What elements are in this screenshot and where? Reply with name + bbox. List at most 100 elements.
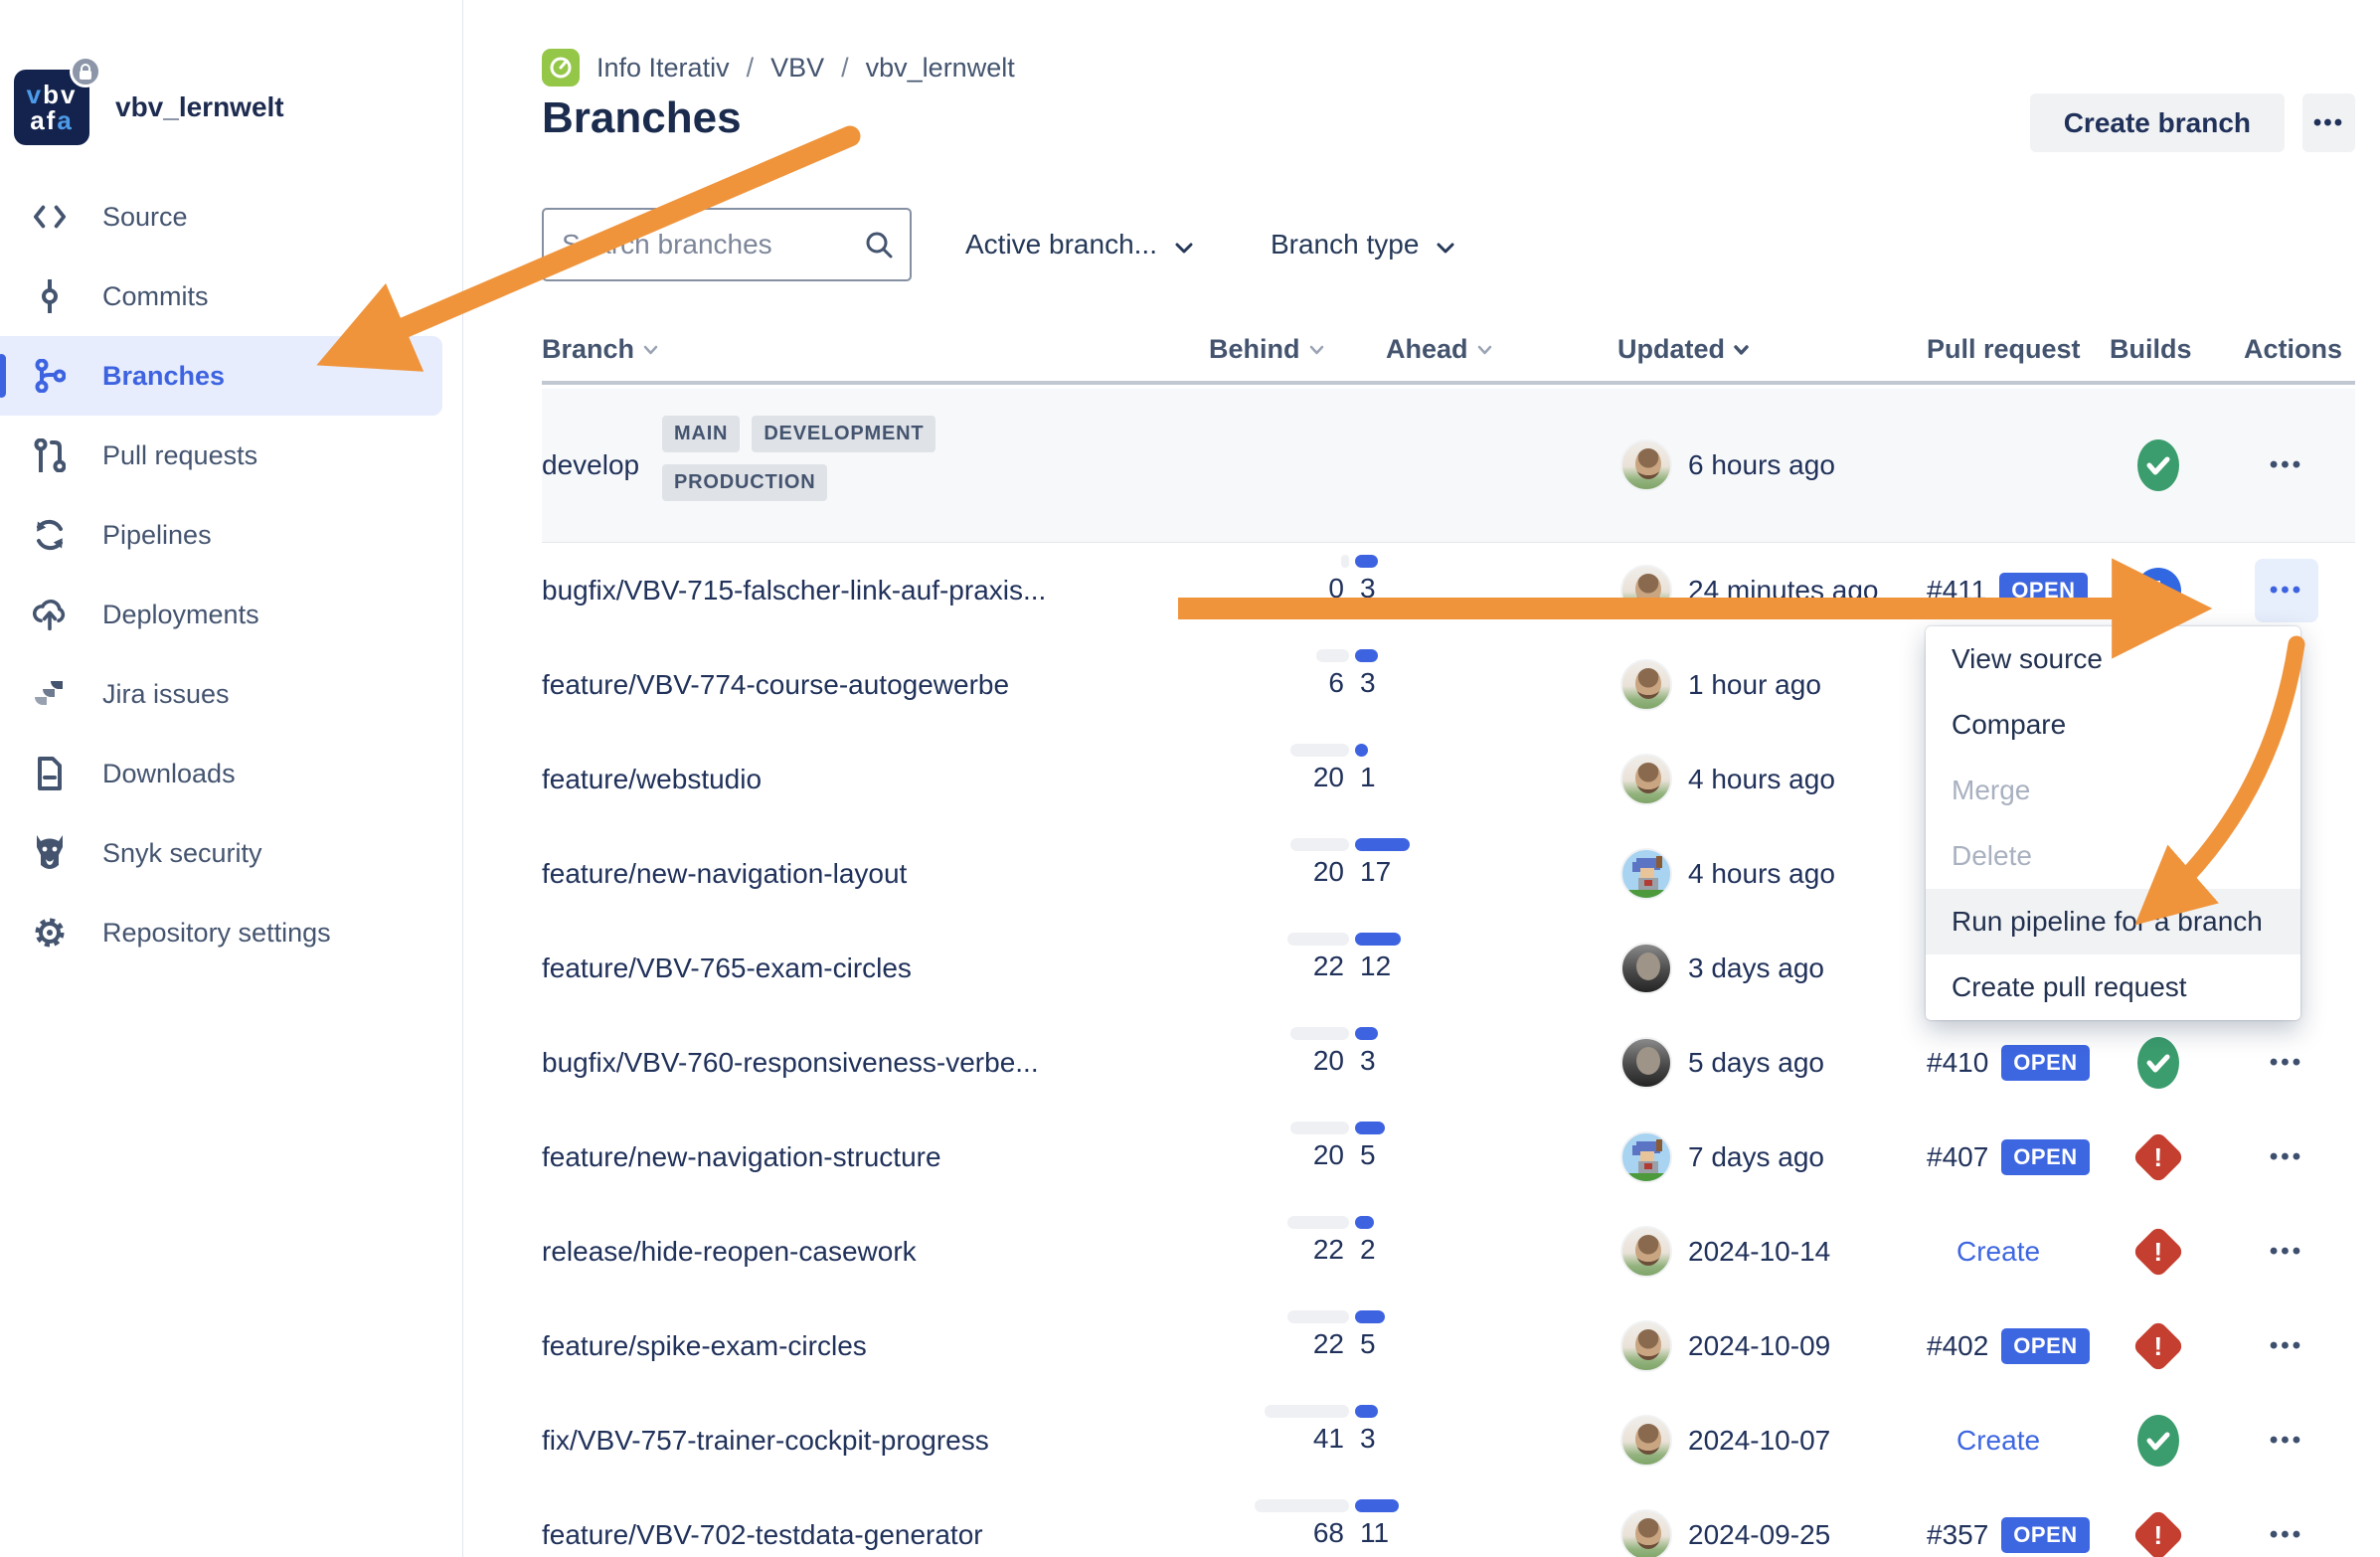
- sidebar-item-source[interactable]: Source: [0, 177, 463, 257]
- column-header-branch[interactable]: Branch: [542, 334, 658, 365]
- build-success-icon[interactable]: [2132, 389, 2184, 542]
- ahead-bar: [1355, 649, 1378, 662]
- pull-request-number[interactable]: #411: [1927, 574, 1987, 606]
- sidebar-item-branches[interactable]: Branches: [0, 336, 442, 416]
- breadcrumb-project[interactable]: Info Iterativ: [596, 52, 730, 83]
- table-row: feature/VBV-702-testdata-generator 68 11 20…: [542, 1487, 2355, 1557]
- sort-chevron-icon: [1309, 345, 1324, 355]
- sidebar-item-snyk-security[interactable]: Snyk security: [0, 813, 463, 893]
- avatar: [1620, 1508, 1672, 1557]
- updated-cell: 7 days ago: [1620, 1110, 1824, 1204]
- behind-count: 20: [1312, 1139, 1344, 1170]
- pull-request-number[interactable]: #357: [1927, 1518, 1989, 1550]
- branch-name-link[interactable]: feature/VBV-765-exam-circles: [542, 952, 912, 983]
- build-failed-icon[interactable]: !: [2131, 1298, 2185, 1393]
- row-actions-button[interactable]: •••: [2269, 1426, 2304, 1454]
- build-failed-icon[interactable]: !: [2131, 1110, 2185, 1204]
- row-actions-button[interactable]: •••: [2269, 1048, 2304, 1076]
- create-pull-request-link[interactable]: Create: [1956, 1424, 2041, 1456]
- avatar: [1620, 1036, 1672, 1089]
- row-actions-button[interactable]: •••: [2269, 1237, 2304, 1265]
- build-failed-icon[interactable]: !: [2131, 1487, 2185, 1557]
- sort-chevron-icon: [643, 345, 658, 355]
- avatar: [1620, 564, 1672, 616]
- sidebar-item-label: Repository settings: [102, 917, 331, 948]
- behind-bar: [1265, 1405, 1349, 1418]
- pull-request-status-badge: OPEN: [2001, 1138, 2090, 1175]
- sidebar-item-label: Jira issues: [102, 678, 230, 709]
- menu-item-create-pull-request[interactable]: Create pull request: [1952, 971, 2187, 1002]
- ahead-bar: [1355, 1499, 1399, 1512]
- menu-item-compare[interactable]: Compare: [1952, 709, 2067, 740]
- branch-name-link[interactable]: feature/webstudio: [542, 763, 763, 794]
- updated-time: 5 days ago: [1688, 1046, 1824, 1078]
- pull-request-number[interactable]: #402: [1927, 1329, 1989, 1361]
- jira-icon: [33, 677, 67, 711]
- row-actions-button[interactable]: •••: [2269, 1142, 2304, 1170]
- avatar: [1620, 439, 1672, 491]
- build-success-icon[interactable]: [2132, 1015, 2184, 1110]
- updated-cell: 2024-10-09: [1620, 1298, 1830, 1393]
- column-header-label: Ahead: [1386, 334, 1468, 364]
- branch-type-filter[interactable]: Branch type: [1271, 229, 1454, 260]
- breadcrumb-workspace[interactable]: VBV: [770, 52, 825, 83]
- column-header-actions: Actions: [2244, 334, 2342, 365]
- branch-name-link[interactable]: feature/new-navigation-layout: [542, 857, 908, 889]
- updated-time: 24 minutes ago: [1688, 574, 1879, 606]
- updated-time: 4 hours ago: [1688, 857, 1835, 889]
- pull-request-cell: #402 OPEN: [1927, 1298, 2090, 1393]
- repo-logo-text-top: vbv: [26, 80, 78, 109]
- pull-request-number[interactable]: #410: [1927, 1046, 1989, 1078]
- build-failed-icon[interactable]: !: [2131, 1204, 2185, 1298]
- sidebar-item-commits[interactable]: Commits: [0, 257, 463, 336]
- ahead-count: 5: [1360, 1328, 1376, 1359]
- sidebar-item-pull-requests[interactable]: Pull requests: [0, 416, 463, 495]
- menu-item-run-pipeline-for-a-branch[interactable]: Run pipeline for a branch: [1926, 889, 2300, 954]
- menu-item-view-source[interactable]: View source: [1952, 643, 2104, 674]
- sidebar-item-downloads[interactable]: Downloads: [0, 734, 463, 813]
- updated-cell: 2024-10-07: [1620, 1393, 1830, 1487]
- row-actions-button[interactable]: •••: [2269, 451, 2304, 478]
- branch-name-link[interactable]: feature/new-navigation-structure: [542, 1140, 941, 1172]
- sidebar-item-pipelines[interactable]: Pipelines: [0, 495, 463, 575]
- row-actions-button-active[interactable]: •••: [2255, 558, 2318, 622]
- actions-cell: •••: [2255, 1487, 2318, 1557]
- search-icon: [864, 230, 894, 264]
- row-actions-button[interactable]: •••: [2269, 1520, 2304, 1548]
- updated-time: 2024-10-07: [1688, 1424, 1831, 1456]
- column-header-behind[interactable]: Behind: [1209, 334, 1324, 365]
- pull-request-number[interactable]: #407: [1927, 1140, 1989, 1172]
- branch-name-link[interactable]: bugfix/VBV-715-falscher-link-auf-praxis.…: [542, 574, 1047, 606]
- build-success-icon[interactable]: [2132, 1393, 2184, 1487]
- column-header-label: Pull request: [1927, 334, 2081, 364]
- updated-cell: 4 hours ago: [1620, 826, 1835, 921]
- page-more-button[interactable]: •••: [2302, 93, 2355, 152]
- column-header-ahead[interactable]: Ahead: [1386, 334, 1492, 365]
- breadcrumb-separator: /: [841, 52, 849, 83]
- sidebar-item-repository-settings[interactable]: Repository settings: [0, 893, 463, 972]
- ahead-count: 3: [1360, 667, 1376, 698]
- table-row: feature/new-navigation-layout 20 17 4 hours…: [542, 826, 2355, 921]
- sidebar-item-label: Branches: [102, 360, 226, 391]
- search-input[interactable]: [542, 208, 912, 281]
- column-header-updated[interactable]: Updated: [1617, 334, 1749, 365]
- branch-name-link[interactable]: feature/VBV-774-course-autogewerbe: [542, 668, 1010, 700]
- create-pull-request-link[interactable]: Create: [1956, 1235, 2041, 1267]
- build-in-progress-icon[interactable]: !: [2132, 543, 2184, 637]
- branch-name-link[interactable]: feature/VBV-702-testdata-generator: [542, 1518, 983, 1550]
- row-actions-button[interactable]: •••: [2269, 1331, 2304, 1359]
- pull-request-cell: #411 OPEN: [1927, 543, 2088, 637]
- branch-name-link[interactable]: release/hide-reopen-casework: [542, 1235, 917, 1267]
- pull-request-status-badge: OPEN: [2001, 1044, 2090, 1081]
- repo-logo: vbv afa: [14, 56, 101, 145]
- branch-name-link[interactable]: bugfix/VBV-760-responsiveness-verbe...: [542, 1046, 1039, 1078]
- sidebar-item-deployments[interactable]: Deployments: [0, 575, 463, 654]
- active-branch-filter[interactable]: Active branch...: [965, 229, 1193, 260]
- create-branch-button[interactable]: Create branch: [2029, 93, 2285, 152]
- breadcrumb-repo[interactable]: vbv_lernwelt: [865, 52, 1015, 83]
- behind-bar: [1290, 744, 1349, 757]
- branch-name-link[interactable]: develop: [542, 449, 640, 480]
- branch-name-link[interactable]: feature/spike-exam-circles: [542, 1329, 867, 1361]
- sidebar-item-jira-issues[interactable]: Jira issues: [0, 654, 463, 734]
- branch-name-link[interactable]: fix/VBV-757-trainer-cockpit-progress: [542, 1424, 989, 1456]
